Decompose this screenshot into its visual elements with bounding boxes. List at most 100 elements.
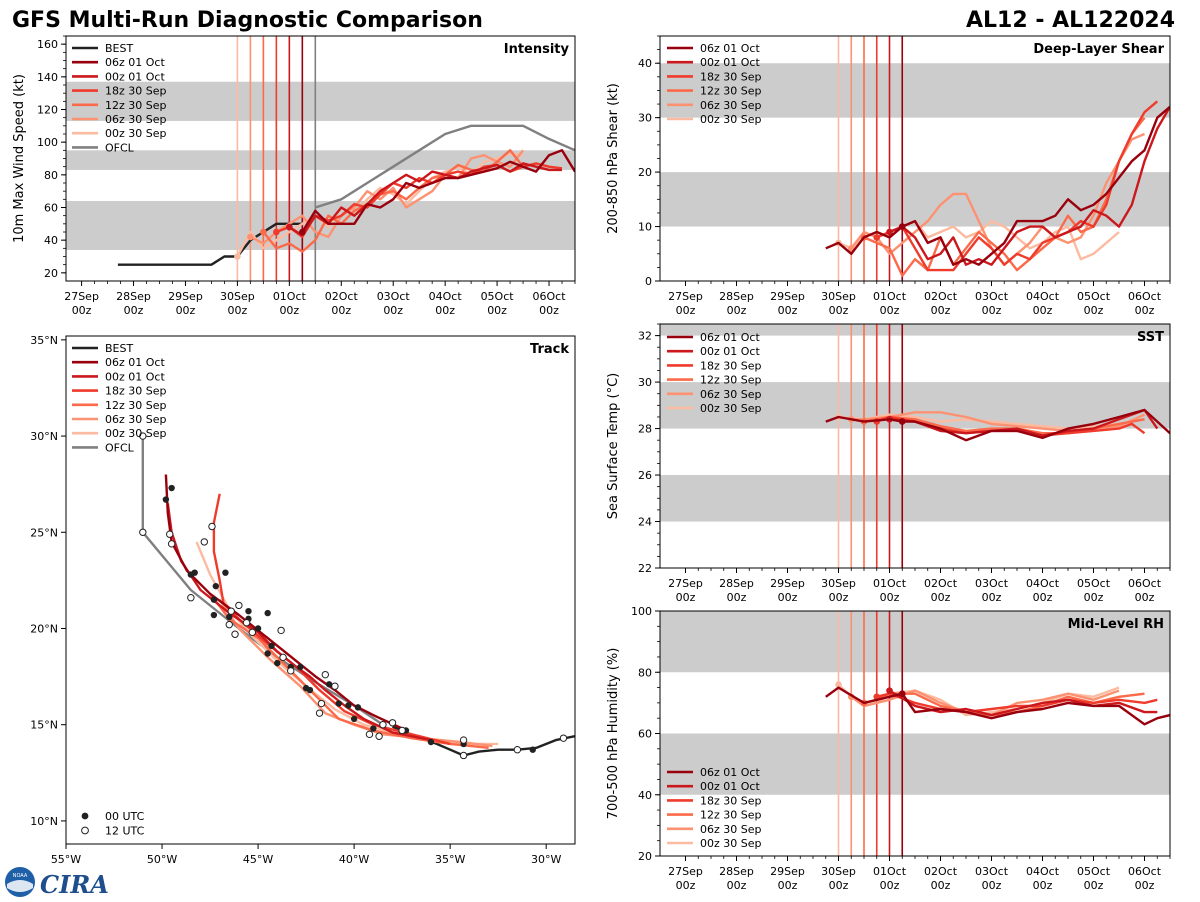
legend-marker-00utc [81,812,89,820]
legend-label: 00z 01 Oct [700,780,760,793]
track-marker-12utc [459,751,468,760]
x-tick-label: 00z [727,879,747,892]
x-tick-label: 06Oct [533,290,567,303]
track-marker-12utc [379,720,387,729]
series-line [166,503,432,742]
y-tick-label: 15°N [30,719,58,732]
x-tick-label: 00z [829,591,849,604]
x-tick-label: 00z [676,879,696,892]
x-tick-label: 27Sep [668,290,703,303]
track-marker-12utc [559,734,568,742]
series-line [141,436,384,726]
axes-frame [65,335,576,845]
y-tick-label: 35°N [30,334,58,347]
x-tick-label: 00z [1084,304,1104,317]
x-tick-label: 00z [539,304,559,317]
x-tick-label: 05Oct [1077,577,1111,590]
track-marker-12utc [513,746,522,754]
x-tick-label: 28Sep [719,577,754,590]
intensity-y-axis-label: 10m Max Wind Speed (kt) [12,74,27,243]
init-marker [873,234,881,241]
x-tick-label: 00z [931,304,951,317]
y-tick-label: 100 [37,136,58,149]
legend-label: 18z 30 Sep [105,385,167,398]
x-tick-label: 00z [829,879,849,892]
x-tick-label: 00z [931,591,951,604]
x-tick-label: 40°W [339,853,369,866]
x-tick-label: 27Sep [668,577,703,590]
legend-label: 06z 01 Oct [700,42,760,55]
track-marker-12utc [315,709,324,717]
track-marker-legend: 00 UTC 12 UTC [81,810,145,838]
x-tick-label: 05Oct [1077,865,1111,878]
x-tick-label: 00z [487,304,507,317]
legend-label: 06z 01 Oct [105,356,165,369]
track-marker-12utc [248,628,257,637]
legend-label: 06z 30 Sep [105,113,167,126]
x-tick-label: 05Oct [481,290,515,303]
legend-marker-12utc [81,826,89,835]
series-line [889,408,1159,437]
legend-label: BEST [105,42,133,55]
x-tick-label: 03Oct [975,577,1009,590]
x-tick-label: 00z [279,304,299,317]
track-marker-12utc [375,732,383,740]
x-tick-label: 06Oct [1128,290,1162,303]
threshold-band [660,63,1170,118]
init-marker [835,681,842,688]
threshold-band [66,200,575,250]
intensity-plot-area [117,36,575,281]
series-line [876,692,1158,714]
x-tick-label: 28Sep [719,865,754,878]
track-marker-12utc [331,682,339,690]
x-tick-label: 00z [1084,879,1104,892]
x-tick-label: 00z [676,304,696,317]
noaa-text: NOAA [13,873,28,879]
y-tick-label: 40 [44,234,58,247]
cira-text: CIRA [40,870,109,898]
y-tick-label: 25°N [30,526,58,539]
y-tick-label: 10°N [30,815,58,828]
track-plot-area [139,432,575,760]
x-tick-label: 00z [982,879,1002,892]
track-marker-12utc [277,626,285,635]
y-tick-label: 20°N [30,622,58,635]
x-tick-label: 06Oct [1128,865,1162,878]
threshold-band [660,172,1170,227]
series-line [889,106,1170,266]
x-tick-label: 00z [383,304,403,317]
legend-label: 00z 01 Oct [105,370,165,383]
x-tick-label: 30°W [531,853,561,866]
legend-label: 12z 30 Sep [105,399,167,412]
x-tick-label: 00z [1084,591,1104,604]
legend-label: 00 UTC [105,810,145,823]
threshold-band [660,475,1170,522]
x-tick-label: 00z [880,591,900,604]
track-marker-12utc [200,538,208,546]
threshold-band [660,733,1170,795]
y-tick-label: 40 [638,789,652,802]
y-tick-label: 32 [638,330,652,343]
series-line [392,725,575,757]
track-marker-00utc [427,738,435,746]
threshold-band [66,150,575,170]
x-tick-label: 30Sep [821,865,856,878]
track-marker-12utc [287,667,295,675]
x-tick-label: 29Sep [168,290,203,303]
init-marker [286,223,293,231]
track-marker-00utc [264,650,271,657]
track-marker-12utc [317,699,326,708]
threshold-band [660,324,1170,336]
init-marker [260,228,267,236]
series-line [301,149,575,233]
track-marker-12utc [321,670,330,679]
legend-label: 12z 30 Sep [700,374,762,387]
y-tick-label: 20 [638,850,652,863]
x-tick-label: 04Oct [1026,290,1060,303]
legend-label: 06z 30 Sep [700,823,762,836]
legend-label: 00z 30 Sep [700,402,762,415]
